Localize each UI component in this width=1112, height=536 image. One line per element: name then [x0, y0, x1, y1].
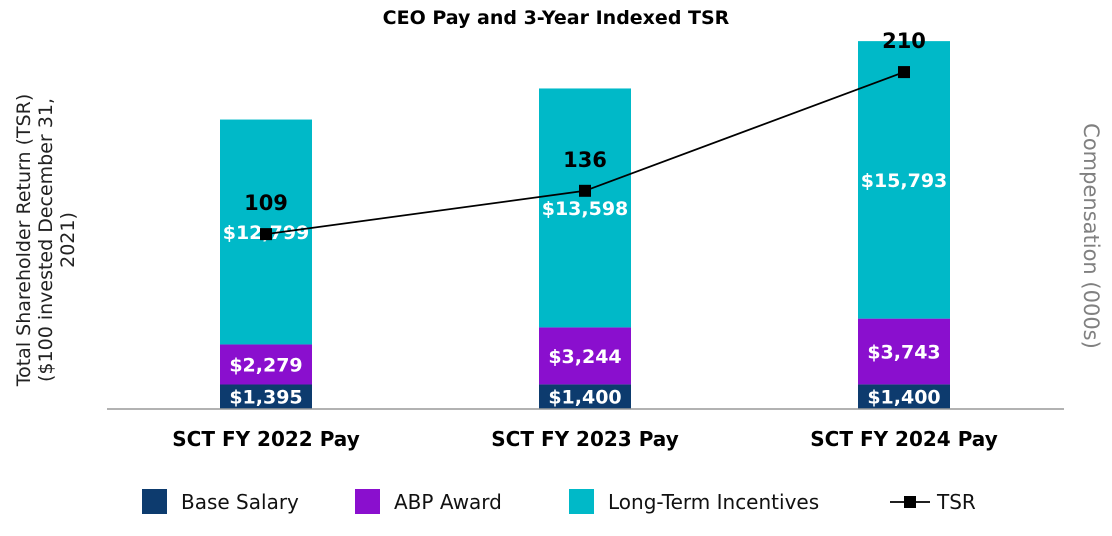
legend: Base Salary ABP Award Long-Term Incentives… [142, 489, 976, 514]
legend-swatch-long-term-incentives [569, 489, 594, 514]
bar-label-abp-award-3: $3,743 [867, 342, 940, 364]
legend-swatch-abp-award [355, 489, 380, 514]
bar-label-long-term-incentives-3: $15,793 [861, 170, 948, 192]
y-axis-title-line: ($100 invested December 31, [35, 98, 57, 382]
legend-label-abp-award: ABP Award [394, 490, 502, 514]
chart-title: CEO Pay and 3-Year Indexed TSR [383, 7, 730, 29]
bar-value-labels: $1,395$2,279$12,799$1,400$3,244$13,598$1… [223, 170, 948, 409]
bar-label-base-salary-1: $1,395 [229, 387, 302, 409]
bar-label-abp-award-2: $3,244 [548, 346, 621, 368]
tsr-point-1 [260, 228, 272, 241]
bar-base-salary-3 [858, 384, 950, 409]
legend-label-long-term-incentives: Long-Term Incentives [608, 490, 819, 514]
secondary-y-axis-title: Compensation (000s) [1079, 123, 1103, 349]
legend-label-tsr: TSR [936, 490, 976, 514]
bar-abp-award-2 [539, 327, 631, 385]
bar-base-salary-1 [220, 384, 312, 409]
category-label-3: SCT FY 2024 Pay [810, 427, 997, 451]
bar-abp-award-3 [858, 318, 950, 385]
legend-swatch-base-salary [142, 489, 167, 514]
y-axis-title: Total Shareholder Return (TSR)($100 inve… [13, 94, 79, 388]
tsr-point-3 [898, 66, 910, 79]
bar-label-long-term-incentives-2: $13,598 [542, 198, 629, 220]
y-axis-title-line: Total Shareholder Return (TSR) [13, 94, 35, 388]
bar-base-salary-2 [539, 384, 631, 409]
category-labels: SCT FY 2022 Pay SCT FY 2023 Pay SCT FY 202… [172, 427, 997, 451]
bar-label-base-salary-3: $1,400 [867, 387, 940, 409]
bar-long-term-incentives-3 [858, 41, 950, 319]
category-label-2: SCT FY 2023 Pay [491, 427, 678, 451]
tsr-point-2 [579, 184, 591, 197]
y-axis-title-line: 2021) [57, 212, 79, 268]
tsr-value-label-3: 210 [882, 29, 926, 53]
tsr-value-label-2: 136 [563, 148, 607, 172]
bar-label-base-salary-2: $1,400 [548, 387, 621, 409]
category-label-1: SCT FY 2022 Pay [172, 427, 359, 451]
bar-label-abp-award-1: $2,279 [229, 354, 302, 376]
legend-swatch-tsr-marker [904, 496, 916, 508]
tsr-series: 109 136 210 [244, 29, 926, 241]
tsr-value-label-1: 109 [244, 191, 288, 215]
bar-long-term-incentives-2 [539, 88, 631, 328]
bar-abp-award-1 [220, 344, 312, 385]
legend-label-base-salary: Base Salary [181, 490, 299, 514]
bars-group [220, 41, 950, 409]
